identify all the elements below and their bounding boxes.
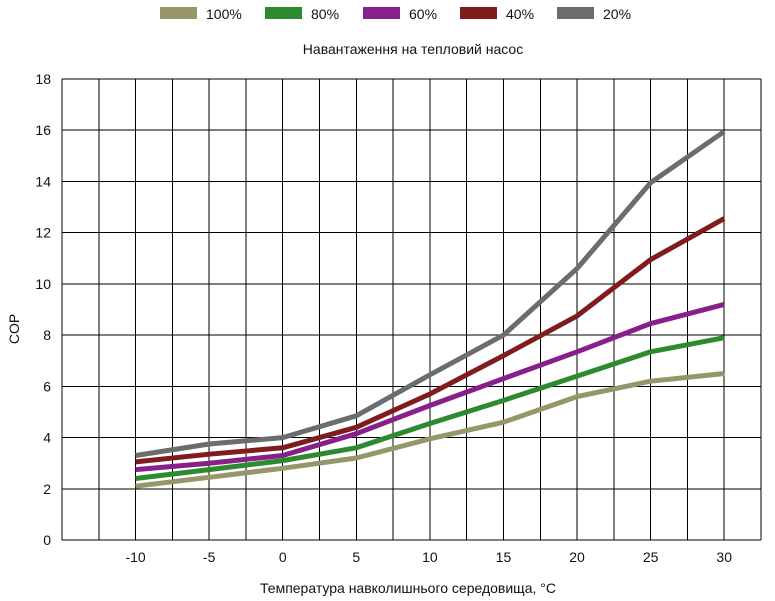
legend-swatch [265, 7, 302, 19]
legend: 100% 80% 60% 40% 20% [160, 6, 631, 22]
y-tick-label: 16 [35, 122, 51, 138]
x-tick-label: 15 [496, 549, 512, 565]
legend-label: 80% [311, 6, 339, 22]
y-axis-ticks: 0 2 4 6 8 10 12 14 16 18 [35, 71, 51, 548]
legend-label: 40% [506, 6, 534, 22]
series-line-20pct [135, 129, 726, 458]
x-tick-label: 10 [422, 549, 438, 565]
y-tick-label: 8 [43, 327, 51, 343]
y-tick-label: 14 [35, 173, 51, 189]
legend-label: 20% [603, 6, 631, 22]
series-line-100pct [135, 371, 725, 489]
legend-label: 100% [206, 6, 242, 22]
x-tick-label: -5 [203, 549, 216, 565]
y-tick-label: 12 [35, 225, 51, 241]
x-tick-label: 25 [643, 549, 659, 565]
x-tick-label: -10 [125, 549, 145, 565]
legend-swatch [160, 7, 197, 19]
series-line-60pct [135, 301, 725, 473]
series-line-80pct [135, 335, 725, 481]
gridlines [61, 78, 762, 541]
legend-item-40pct: 40% [460, 6, 534, 22]
series-layer [135, 129, 726, 489]
legend-item-20pct: 20% [557, 6, 631, 22]
y-tick-label: 2 [43, 481, 51, 497]
legend-label: 60% [409, 6, 437, 22]
y-tick-label: 6 [43, 378, 51, 394]
legend-item-60pct: 60% [363, 6, 437, 22]
legend-swatch [363, 7, 400, 19]
x-tick-label: 0 [279, 549, 287, 565]
x-axis-title: Температура навколишнього середовища, °C [260, 580, 556, 596]
x-tick-label: 20 [569, 549, 585, 565]
y-tick-label: 18 [35, 71, 51, 87]
y-axis-title: COP [6, 314, 22, 344]
series-line-40pct [135, 216, 726, 465]
y-tick-label: 0 [43, 532, 51, 548]
legend-swatch [460, 7, 497, 19]
legend-item-80pct: 80% [265, 6, 339, 22]
y-tick-label: 10 [35, 276, 51, 292]
legend-swatch [557, 7, 594, 19]
x-tick-label: 5 [352, 549, 360, 565]
legend-item-100pct: 100% [160, 6, 242, 22]
x-tick-label: 30 [716, 549, 732, 565]
y-tick-label: 4 [43, 430, 51, 446]
chart-title: Навантаження на тепловий насос [303, 41, 523, 57]
x-axis-ticks: -10 -5 0 5 10 15 20 25 30 [125, 549, 732, 565]
